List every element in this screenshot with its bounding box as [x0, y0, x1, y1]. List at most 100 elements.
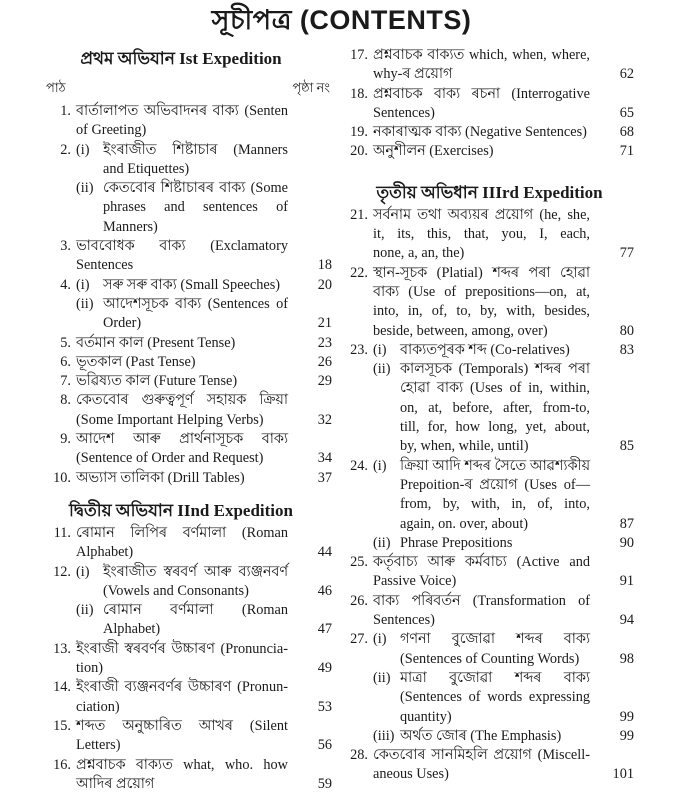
entry-title-line: অৰ্থত জোৰ (The Emphasis): [400, 727, 562, 744]
entry-title-line: Phrase Prepositions: [400, 534, 513, 551]
entry-title-line: Letters): [76, 737, 121, 754]
entry-number: 24.: [350, 457, 368, 474]
contents-right-column: 17. প্ৰশ্নবাচক বাক্যত which, when, where,…: [345, 46, 634, 785]
entry-body: অভ্যাস তালিকা (Drill Tables): [76, 469, 288, 488]
entry-body: নকাৰাত্মক বাক্য (Negative Sentences): [373, 123, 590, 142]
entry-title-line: from, by, with, in, of, into,: [400, 496, 590, 513]
entry-number: 2.: [60, 141, 71, 158]
entry-page-number: 71: [619, 143, 634, 160]
entry-subnumber: (i): [373, 457, 387, 474]
entry-title: ভাববোধক বাক্য (Exclamatory Sentences: [76, 237, 288, 276]
entry-body: ভূতকাল (Past Tense): [76, 353, 288, 372]
entry-body: আদেশ আৰু প্ৰাৰ্থনাসূচক বাক্য (Sentence of…: [76, 430, 288, 469]
contents-entry: 14. ইংৰাজী ব্যঞ্জনবৰ্ণৰ উচ্চাৰণ (Pronun-c…: [30, 678, 332, 717]
entry-title: ৰোমান লিপিৰ বৰ্ণমালা (Roman Alphabet): [76, 524, 288, 563]
entry-subnumber: (i): [373, 341, 387, 358]
entry-number: 17.: [350, 47, 368, 63]
entry-number: 7.: [60, 373, 71, 390]
entry-title-line: সৰু সৰু বাক্য (Small Speeches): [103, 276, 281, 293]
contents-entry: 19. নকাৰাত্মক বাক্য (Negative Sentences) 6…: [345, 123, 634, 142]
entry-title-line: হোৱা বাক্য (Uses of in, within,: [400, 380, 590, 397]
entry-title: প্ৰশ্নবাচক বাক্য ৰচনা (Interrogative Sent…: [373, 85, 590, 124]
entry-title: Phrase Prepositions: [400, 534, 590, 553]
entry-title-line: Sentences): [373, 104, 435, 121]
entry-title-line: beside, between, among, over): [373, 322, 548, 339]
entry-title: কেতবোৰ গুৰুত্বপূৰ্ণ সহায়ক ক্ৰিয়া (Some …: [76, 391, 288, 430]
entry-body: কেতবোৰ সানমিহলি প্ৰয়োগ (Miscell-aneous …: [373, 746, 590, 785]
entry-subnumber: (ii): [76, 180, 94, 197]
entry-title: আদেশ আৰু প্ৰাৰ্থনাসূচক বাক্য (Sentence of…: [76, 430, 288, 469]
entry-title-line: আদেশ আৰু প্ৰাৰ্থনাসূচক বাক্য: [76, 431, 288, 448]
entry-title: সৰ্বনাম তথা অব্যয়ৰ প্ৰয়োগ (he, she, it,…: [373, 206, 590, 264]
entry-title-line: none, a, an, the): [373, 245, 465, 262]
entry-number: [30, 295, 76, 334]
entry-subnumber: (ii): [373, 361, 391, 378]
entry-body: (i) গণনা বুজোৱা শব্দৰ বাক্য (Sentences of …: [373, 630, 590, 669]
contents-entry: (ii) আদেশসূচক বাক্য (Sentences of Order) 21: [30, 295, 332, 334]
page-title: সূচীপত্ৰ (CONTENTS): [211, 5, 472, 35]
entry-title-line: ইংৰাজী ব্যঞ্জনবৰ্ণৰ উচ্চাৰণ (Pronun-: [76, 679, 288, 696]
entry-title: ইংৰাজী ব্যঞ্জনবৰ্ণৰ উচ্চাৰণ (Pronun-ciat…: [76, 678, 288, 717]
entry-subnumber: (i): [373, 631, 387, 648]
entry-title-line: ciation): [76, 698, 120, 715]
entry-title-line: (Sentences of Counting Words): [400, 650, 580, 667]
page-column-label: পৃষ্ঠা নং: [292, 80, 330, 95]
entry-page-number: 23: [317, 334, 332, 351]
entry-title: প্ৰশ্নবাচক বাক্যত which, when, where, why…: [373, 46, 590, 85]
entry-title-line: নকাৰাত্মক বাক্য (Negative Sentences): [373, 124, 587, 141]
entry-title-line: ৰোমান বৰ্ণমালা (Roman: [103, 602, 288, 619]
contents-entry: 13. ইংৰাজী স্বৰবৰ্ণৰ উচ্চাৰণ (Pronuncia-t…: [30, 640, 332, 679]
entry-title-line: Alphabet): [76, 544, 134, 561]
entry-title: ৰোমান বৰ্ণমালা (Roman Alphabet): [103, 601, 288, 640]
entry-title: কেতবোৰ শিষ্টাচাৰৰ বাক্য (Some phrases and…: [103, 179, 288, 237]
entry-body: ভৱিষ্যত কাল (Future Tense): [76, 372, 288, 391]
entry-title: কেতবোৰ সানমিহলি প্ৰয়োগ (Miscell-aneous …: [373, 746, 590, 785]
entry-title-line: on, at, before, after, from-to,: [400, 399, 590, 416]
entry-body: ইংৰাজী স্বৰবৰ্ণৰ উচ্চাৰণ (Pronuncia-tion…: [76, 640, 288, 679]
entry-title: আদেশসূচক বাক্য (Sentences of Order): [103, 295, 288, 334]
entry-body: বৰ্তমান কাল (Present Tense): [76, 334, 288, 353]
entry-number: 19.: [350, 124, 368, 141]
contents-entry: 7. ভৱিষ্যত কাল (Future Tense) 29: [30, 372, 332, 391]
entry-page-number: 77: [619, 245, 634, 262]
entry-subnumber: (ii): [76, 295, 94, 312]
entry-title: বাৰ্তালাপত অভিবাদনৰ বাক্য (Senten of Gree…: [76, 102, 288, 141]
entry-title-line: Sentences: [76, 257, 134, 274]
entry-title-line: quantity): [400, 708, 452, 725]
entry-number: 11.: [53, 524, 71, 541]
entry-title: কৰ্তৃবাচ্য আৰু কৰ্মবাচ্য (Active and Pass…: [373, 553, 590, 592]
entry-title-line: অনুশীলন (Exercises): [373, 143, 494, 160]
entry-title: বাক্য পৰিবৰ্তন (Transformation of Sentenc…: [373, 592, 590, 631]
entry-page-number: 99: [619, 727, 634, 744]
entry-title-line: tion): [76, 660, 104, 677]
contents-entry: 1. বাৰ্তালাপত অভিবাদনৰ বাক্য (Senten of Gr…: [30, 102, 332, 141]
contents-entry: 18. প্ৰশ্নবাচক বাক্য ৰচনা (Interrogative S…: [345, 85, 634, 124]
entry-title-line: আদিৰ প্ৰয়োগ: [76, 775, 155, 792]
entry-body: ৰোমান লিপিৰ বৰ্ণমালা (Roman Alphabet): [76, 524, 288, 563]
entry-number: 5.: [60, 334, 71, 351]
entry-title: ইংৰাজীত শিষ্টাচাৰ (Manners and Etiquettes…: [103, 141, 288, 180]
entry-title-line: into, in, of, to, by, with, besides,: [373, 303, 590, 320]
entry-title-line: স্থান-সূচক (Platial) শব্দৰ পৰা হোৱা: [373, 264, 590, 281]
entry-title: নকাৰাত্মক বাক্য (Negative Sentences): [373, 123, 590, 142]
entry-number: 20.: [350, 143, 368, 160]
entry-page-number: 21: [317, 315, 332, 332]
entry-number: [345, 727, 373, 746]
entry-title-line: বৰ্তমান কাল (Present Tense): [76, 334, 236, 351]
entry-title-line: বাক্য পৰিবৰ্তন (Transformation of: [373, 592, 590, 609]
column-header: পাঠ পৃষ্ঠা নং: [30, 78, 332, 98]
entry-number: 8.: [60, 392, 71, 409]
entry-page-number: 37: [317, 469, 332, 486]
entry-body: বাৰ্তালাপত অভিবাদনৰ বাক্য (Senten of Gree…: [76, 102, 288, 141]
entry-body: প্ৰশ্নবাচক বাক্যত what, who. how আদিৰ প্ৰ…: [76, 756, 288, 795]
entry-title-line: why-ৰ প্ৰয়োগ: [373, 66, 453, 83]
contents-entry: 20. অনুশীলন (Exercises) 71: [345, 142, 634, 161]
entry-number: 26.: [350, 592, 368, 609]
entry-page-number: 85: [619, 438, 634, 455]
entry-title-line: again, on. over, about): [400, 515, 529, 532]
entry-body: বাক্য পৰিবৰ্তন (Transformation of Sentenc…: [373, 592, 590, 631]
entry-title-line: aneous Uses): [373, 766, 449, 783]
entry-page-number: 101: [612, 766, 634, 783]
entry-page-number: 90: [619, 534, 634, 551]
entry-body: (ii) মাত্ৰা বুজোৱা শব্দৰ বাক্য (Sentences …: [373, 669, 590, 727]
